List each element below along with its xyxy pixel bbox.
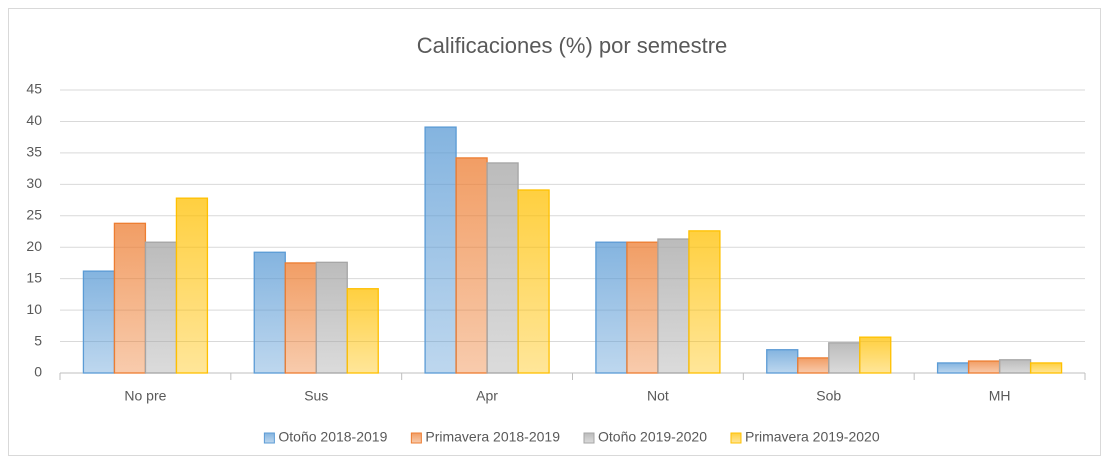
bar [346,288,379,374]
bar [595,241,628,374]
bar [455,157,488,374]
y-tick-label: 25 [26,206,42,222]
legend-label: Otoño 2018-2019 [278,429,387,445]
x-tick-label: No pre [124,388,166,404]
legend-swatch [410,432,422,444]
x-tick-label: Not [647,388,669,404]
chart-title: Calificaciones (%) por semestre [417,33,728,58]
legend-swatch [730,432,742,444]
bar [936,362,970,374]
bar [797,357,830,374]
y-tick-label: 40 [26,112,42,128]
y-tick-label: 45 [26,81,42,97]
y-tick-label: 0 [34,364,42,380]
bar [486,162,519,374]
x-tick-label: Apr [476,388,498,404]
bar [253,251,286,374]
legend-label: Primavera 2018-2019 [425,429,560,445]
bar [766,349,799,374]
bar [113,222,147,374]
x-tick-label: Sob [816,388,841,404]
x-tick-label: Sus [304,388,328,404]
bar [517,189,550,374]
bar [315,261,348,374]
y-tick-label: 5 [34,332,42,348]
bar [1029,362,1063,374]
y-tick-label: 10 [26,301,42,317]
y-tick-label: 30 [26,175,42,191]
bar [828,342,861,374]
bar [998,359,1032,374]
bar [424,126,457,374]
bar [82,270,116,374]
y-tick-label: 35 [26,144,42,160]
legend-label: Otoño 2019-2020 [598,429,707,445]
bar [144,241,178,374]
bar [688,230,721,374]
bar [967,360,1001,374]
y-tick-label: 15 [26,269,42,285]
bar [175,197,209,374]
bar [284,262,317,374]
legend-swatch [583,432,595,444]
x-tick-label: MH [989,388,1011,404]
bar [859,336,892,374]
chart-border [8,8,1101,456]
bar [657,238,690,374]
y-tick-label: 20 [26,238,42,254]
bar [626,241,659,374]
legend-swatch [263,432,275,444]
legend-label: Primavera 2019-2020 [745,429,880,445]
